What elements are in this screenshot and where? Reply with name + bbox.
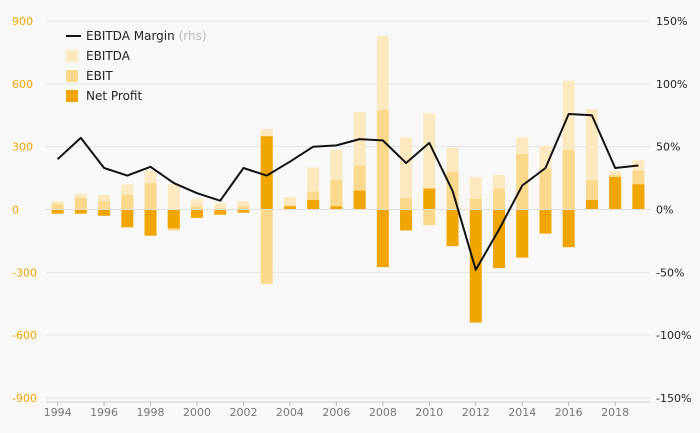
left-tick-label: 600 — [12, 78, 33, 91]
bar-ebit-1998 — [144, 183, 157, 210]
left-tick-label: 300 — [12, 141, 33, 154]
x-tick-label: 2012 — [462, 406, 490, 419]
bar-net-profit-2012 — [469, 209, 482, 323]
right-tick-label: -100% — [656, 329, 691, 342]
x-tick-label: 2006 — [322, 406, 350, 419]
bar-ebit-2010 — [423, 209, 436, 226]
x-tick-label: 1994 — [44, 406, 72, 419]
bar-net-profit-2018 — [609, 177, 622, 210]
bar-net-profit-2002 — [237, 209, 250, 213]
bar-net-profit-2017 — [585, 200, 598, 210]
left-tick-label: -300 — [12, 266, 37, 279]
right-axis: 150% 100% 50% 0% -50% -100% -150% — [656, 15, 691, 405]
bar-ebit-2000 — [191, 206, 203, 210]
legend-label-ebit: EBIT — [86, 69, 113, 83]
bar-net-profit-2015 — [539, 209, 552, 234]
margin-line-group — [56, 113, 639, 271]
bar-net-profit-1995 — [74, 209, 87, 214]
bar-ebit-2009 — [400, 197, 413, 210]
bar-net-profit-2010 — [423, 188, 436, 210]
bar-ebit-2001 — [214, 208, 227, 210]
bar-ebit-1997 — [121, 194, 134, 210]
legend-swatch-net-profit — [66, 90, 78, 102]
x-axis: 1994 1996 1998 2000 2002 2004 2006 2008 2010 2012… — [44, 401, 650, 419]
bar-net-profit-2011 — [446, 209, 459, 247]
bar-ebit-2002 — [237, 206, 250, 210]
right-tick-label: 100% — [656, 78, 687, 91]
bar-ebit-2013 — [493, 188, 505, 210]
legend-swatch-ebit — [66, 70, 78, 82]
bar-ebitda-2000 — [191, 199, 203, 210]
legend: EBITDA Margin (rhs) EBITDA EBIT Net Prof… — [66, 29, 207, 103]
left-tick-label: -600 — [12, 329, 37, 342]
gridlines — [46, 20, 650, 399]
bar-net-profit-2004 — [283, 206, 296, 210]
legend-label-ebitda: EBITDA — [86, 49, 131, 63]
bar-ebit-2008 — [376, 110, 389, 210]
left-tick-label: -900 — [12, 392, 37, 405]
x-tick-label: 2008 — [369, 406, 397, 419]
bar-net-profit-2019 — [632, 184, 645, 210]
x-tick-label: 2000 — [183, 406, 211, 419]
right-tick-label: 50% — [656, 141, 680, 154]
left-axis: 900 600 300 0 -300 -600 -900 — [12, 15, 37, 405]
right-tick-label: -50% — [656, 266, 684, 279]
x-tick-label: 1996 — [90, 406, 118, 419]
bar-net-profit-2014 — [516, 209, 529, 258]
right-tick-label: 0% — [656, 204, 673, 217]
legend-label-ebitda-margin: EBITDA Margin (rhs) — [86, 29, 207, 43]
bar-net-profit-1996 — [98, 209, 111, 216]
bar-net-profit-2008 — [376, 209, 389, 268]
bar-net-profit-2003 — [260, 136, 273, 210]
bar-net-profit-2000 — [191, 209, 203, 218]
x-tick-label: 2018 — [601, 406, 629, 419]
bar-net-profit-2005 — [307, 200, 320, 210]
bar-net-profit-2001 — [214, 209, 227, 215]
bar-ebitda-2002 — [237, 201, 250, 210]
bar-net-profit-1997 — [121, 209, 134, 228]
bar-ebit-2003 — [260, 209, 273, 284]
bar-ebit-1996 — [98, 201, 111, 210]
legend-label-net-profit: Net Profit — [86, 89, 142, 103]
bar-ebit-1994 — [51, 204, 64, 210]
legend-swatch-ebitda — [66, 50, 78, 62]
bar-ebit-2016 — [562, 149, 575, 210]
line-ebitda-margin — [56, 113, 639, 271]
left-tick-label: 900 — [12, 15, 33, 28]
x-tick-label: 2010 — [415, 406, 443, 419]
bar-net-profit-1999 — [167, 209, 180, 229]
bar-net-profit-2016 — [562, 209, 575, 248]
bar-net-profit-2006 — [330, 206, 343, 210]
x-tick-label: 2016 — [555, 406, 583, 419]
bar-net-profit-2009 — [400, 209, 413, 231]
bar-ebitda-1999 — [167, 184, 180, 210]
bar-ebit-2006 — [330, 180, 343, 210]
x-tick-label: 1998 — [137, 406, 165, 419]
bar-ebitda-2001 — [214, 203, 227, 210]
bar-ebit-2015 — [539, 168, 552, 210]
bar-net-profit-1994 — [51, 209, 64, 214]
bar-ebit-2012 — [469, 199, 482, 210]
bar-net-profit-1998 — [144, 209, 157, 236]
x-tick-label: 2014 — [508, 406, 536, 419]
left-tick-label: 0 — [12, 204, 19, 217]
right-tick-label: 150% — [656, 15, 687, 28]
bar-ebit-2014 — [516, 153, 529, 210]
x-tick-label: 2004 — [276, 406, 304, 419]
bar-ebit-1995 — [74, 197, 87, 210]
right-tick-label: -150% — [656, 392, 691, 405]
x-tick-label: 2002 — [229, 406, 257, 419]
bars — [51, 35, 645, 323]
bar-net-profit-2007 — [353, 190, 366, 210]
bar-ebitda-2009 — [400, 137, 413, 210]
bar-ebitda-2010 — [423, 113, 436, 210]
